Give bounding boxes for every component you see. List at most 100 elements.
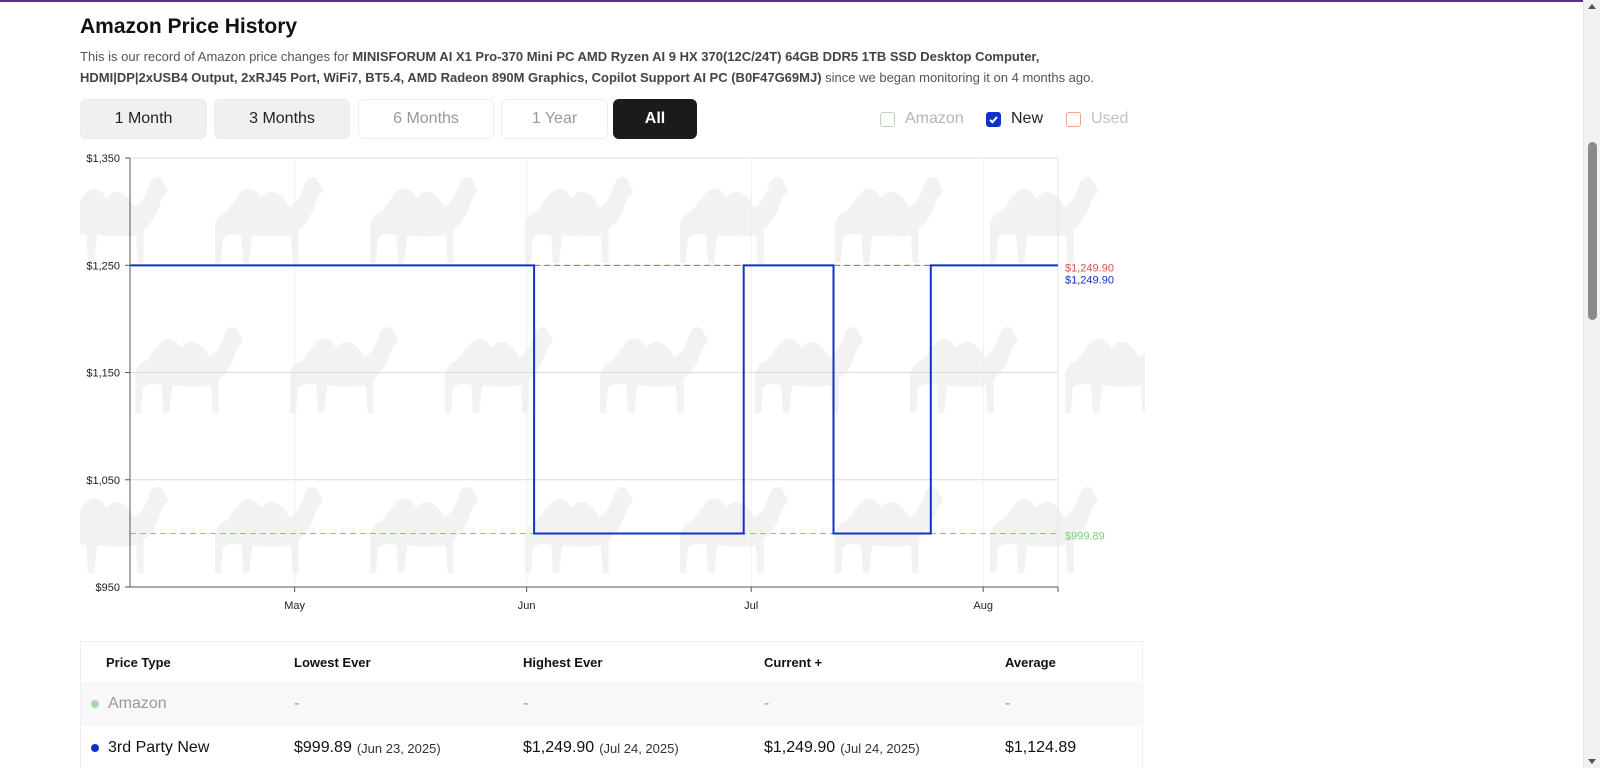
product-name: MINISFORUM AI X1 Pro-370 Mini PC AMD Ryz…	[80, 49, 1040, 85]
range-label: 1 Month	[114, 110, 173, 127]
camel-watermark-icon	[990, 176, 1099, 263]
y-tick-label: $950	[96, 582, 120, 594]
price-history-chart: $1,350 $1,250 $1,150 $1,050 $950 May Jun Jul Aug…	[60, 150, 1174, 630]
y-tick-label: $1,250	[86, 260, 120, 272]
header-highest-ever: Highest Ever	[523, 654, 603, 670]
camel-watermark-icon	[215, 176, 324, 263]
range-label: 3 Months	[249, 110, 315, 127]
average-value: -	[1005, 695, 1011, 712]
camel-watermark-icon	[910, 326, 1019, 413]
range-label: 1 Year	[531, 110, 578, 127]
current-value: $1,249.90	[764, 739, 836, 756]
table-row: 3rd Party New $999.89 (Jun 23, 2025) $1,2…	[81, 726, 1142, 770]
filter-label: New	[1011, 110, 1044, 127]
current-cell: -	[764, 682, 769, 726]
price-type-label: 3rd Party New	[108, 739, 210, 756]
highest-value: $1,249.90	[523, 739, 595, 756]
camel-watermark-icon	[290, 326, 399, 413]
filter-label: Used	[1091, 110, 1129, 127]
range-label: All	[644, 110, 666, 127]
highest-cell: -	[523, 682, 528, 726]
scroll-down-icon[interactable]	[1588, 759, 1596, 764]
camel-watermark-icon	[1065, 326, 1174, 413]
price-series-line	[130, 264, 1058, 535]
price-type-label: Amazon	[108, 695, 167, 712]
header-lowest-ever: Lowest Ever	[294, 654, 371, 670]
checkbox-icon	[1066, 111, 1081, 127]
end-price-label: $1,249.90	[1065, 262, 1114, 274]
camel-watermark-icon	[60, 176, 169, 263]
camel-watermark-icon	[215, 486, 324, 573]
filter-used-checkbox[interactable]: Used	[1066, 110, 1128, 128]
camel-watermark-icon	[135, 326, 244, 413]
camel-watermark-icon	[680, 486, 789, 573]
x-tick-label: Jul	[744, 600, 758, 612]
price-summary-table: Price Type Lowest Ever Highest Ever Curr…	[80, 641, 1143, 770]
end-price-label: $1,249.90	[1065, 274, 1114, 286]
page-title: Amazon Price History	[80, 15, 298, 38]
price-type-cell: Amazon	[91, 682, 167, 726]
camel-watermark-icon	[755, 326, 864, 413]
y-tick-label: $1,050	[86, 475, 120, 487]
price-type-cell: 3rd Party New	[91, 726, 209, 770]
current-cell: $1,249.90 (Jul 24, 2025)	[764, 726, 920, 770]
x-tick-label: May	[284, 600, 305, 612]
chart-controls: 1 Month 3 Months 6 Months 1 Year All Ama…	[80, 99, 1143, 141]
top-accent-line	[0, 0, 1584, 2]
current-date: (Jul 24, 2025)	[840, 740, 920, 756]
camel-watermark-icon	[835, 176, 944, 263]
camel-watermark-icon	[370, 176, 479, 263]
header-price-type: Price Type	[106, 654, 171, 670]
page-scrollbar[interactable]	[1583, 0, 1600, 768]
chart-svg: $1,350 $1,250 $1,150 $1,050 $950 May Jun Jul Aug…	[60, 153, 1174, 612]
filter-amazon-checkbox[interactable]: Amazon	[880, 110, 964, 128]
table-row: Amazon - - - -	[81, 682, 1142, 726]
current-value: -	[764, 695, 770, 712]
lowest-value: $999.89	[294, 739, 352, 756]
camel-watermark-icon	[60, 486, 169, 573]
series-color-dot	[91, 744, 99, 752]
lowest-date: (Jun 23, 2025)	[356, 740, 441, 756]
range-6-months-button[interactable]: 6 Months	[358, 99, 494, 139]
camel-watermark-icon	[600, 326, 709, 413]
header-current: Current +	[764, 654, 823, 670]
description-prefix: This is our record of Amazon price chang…	[80, 49, 353, 64]
scroll-up-icon[interactable]	[1588, 4, 1596, 9]
highest-cell: $1,249.90 (Jul 24, 2025)	[523, 726, 679, 770]
table-header-row: Price Type Lowest Ever Highest Ever Curr…	[81, 642, 1142, 682]
y-tick-label: $1,350	[86, 153, 120, 165]
x-tick-label: Aug	[973, 600, 993, 612]
lowest-value: -	[294, 695, 300, 712]
description-suffix: since we began monitoring it on 4 months…	[821, 70, 1094, 85]
scroll-thumb[interactable]	[1588, 142, 1597, 320]
lowest-cell: $999.89 (Jun 23, 2025)	[294, 726, 441, 770]
camel-watermark-icon	[680, 176, 789, 263]
series-color-dot	[91, 700, 99, 708]
filter-new-checkbox[interactable]: New	[986, 110, 1043, 128]
checkbox-icon	[880, 111, 895, 127]
highest-value: -	[523, 695, 529, 712]
range-3-months-button[interactable]: 3 Months	[214, 99, 350, 139]
lowest-cell: -	[294, 682, 299, 726]
camel-watermark-icon	[525, 176, 634, 263]
camel-watermark-icon	[835, 486, 944, 573]
camel-watermark-icon	[990, 486, 1099, 573]
range-1-month-button[interactable]: 1 Month	[80, 99, 207, 139]
camel-watermark-pattern	[60, 176, 1174, 573]
price-history-section: Amazon Price History This is our record …	[80, 12, 1143, 88]
filter-label: Amazon	[905, 110, 964, 127]
camel-watermark-icon	[525, 486, 634, 573]
range-all-button[interactable]: All	[613, 99, 697, 139]
average-cell: $1,124.89	[1005, 726, 1076, 770]
page-description: This is our record of Amazon price chang…	[80, 46, 1143, 88]
end-price-label: $999.89	[1065, 530, 1105, 542]
checkmark-icon	[986, 111, 1001, 127]
highest-date: (Jul 24, 2025)	[599, 740, 679, 756]
camel-watermark-icon	[445, 326, 554, 413]
range-label: 6 Months	[393, 110, 459, 127]
average-cell: -	[1005, 682, 1010, 726]
x-tick-label: Jun	[518, 600, 536, 612]
average-value: $1,124.89	[1005, 739, 1077, 756]
camel-watermark-icon	[370, 486, 479, 573]
range-1-year-button[interactable]: 1 Year	[501, 99, 608, 139]
